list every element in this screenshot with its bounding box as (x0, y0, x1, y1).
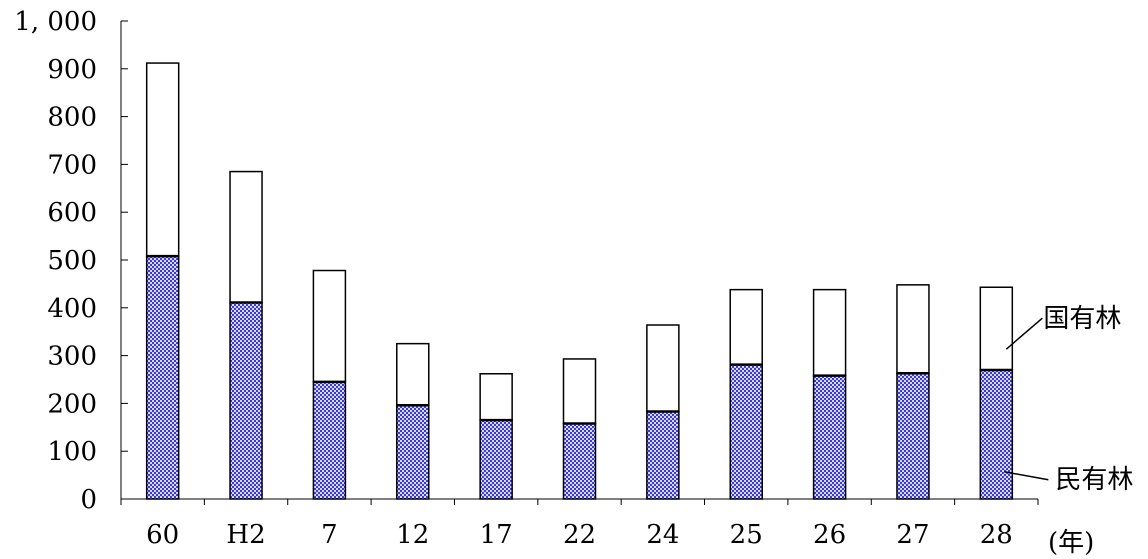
y-tick-label: 400 (47, 294, 97, 324)
x-tick-label: 17 (480, 520, 513, 550)
bar-segment-minyurin (729, 363, 763, 500)
x-tick-label: 27 (896, 520, 929, 550)
y-tick-label: 700 (47, 150, 97, 180)
bar-segment-kokuyurin (646, 324, 680, 413)
bar-segment-minyurin (229, 301, 263, 500)
legend-label-minyurin: 民有林 (1055, 465, 1133, 495)
bar-segment-minyurin (812, 374, 847, 500)
labels-layer: 0 100 200 300 400 500 600 700 800 900 1, 000 60 H2 7 1… (14, 7, 1133, 550)
x-axis-unit-label: (年) (1048, 528, 1094, 558)
bar-segment-kokuyurin (479, 373, 513, 421)
bar-segment-minyurin (562, 422, 597, 500)
x-tick-label: 7 (321, 520, 338, 550)
y-tick-label: 1, 000 (14, 7, 97, 37)
y-tick-label: 500 (47, 246, 97, 276)
bar-segment-minyurin (479, 419, 513, 500)
bar-segment-minyurin (312, 381, 347, 500)
x-tick-label: 25 (730, 520, 763, 550)
bar-segment-kokuyurin (396, 342, 430, 407)
bar-segment-kokuyurin (312, 269, 347, 383)
x-tick-label: 60 (146, 520, 179, 550)
bar-segment-minyurin (646, 410, 680, 500)
bar-segment-kokuyurin (145, 62, 180, 257)
legend-leader-minyurin (1004, 471, 1049, 481)
x-tick-label: 24 (646, 520, 679, 550)
x-tick-label: 12 (396, 520, 429, 550)
axes-layer (120, 20, 1039, 505)
bar-segment-kokuyurin (896, 284, 930, 375)
x-tick-label: 26 (813, 520, 846, 550)
bar-segment-kokuyurin (562, 358, 597, 425)
x-tick-label: 22 (563, 520, 596, 550)
bar-segment-kokuyurin (979, 286, 1014, 371)
legend-leader-kokuyurin (1005, 317, 1043, 350)
bars-layer (145, 62, 1014, 500)
bar-segment-minyurin (979, 369, 1014, 500)
y-tick-label: 0 (80, 485, 97, 515)
y-tick-label: 100 (47, 437, 97, 467)
bar-segment-minyurin (396, 404, 430, 500)
bar-segment-kokuyurin (729, 288, 763, 366)
bar-segment-minyurin (145, 255, 180, 500)
y-tick-label: 200 (47, 389, 97, 419)
y-tick-label: 800 (47, 103, 97, 133)
bar-segment-minyurin (896, 372, 930, 500)
x-tick-label: H2 (226, 520, 265, 550)
y-tick-label: 300 (47, 342, 97, 372)
bar-segment-kokuyurin (812, 288, 847, 377)
x-tick-label: 28 (980, 520, 1013, 550)
y-tick-label: 900 (47, 55, 97, 85)
legend-label-kokuyurin: 国有林 (1043, 304, 1121, 334)
y-tick-label: 600 (47, 198, 97, 228)
bar-segment-kokuyurin (229, 170, 263, 304)
